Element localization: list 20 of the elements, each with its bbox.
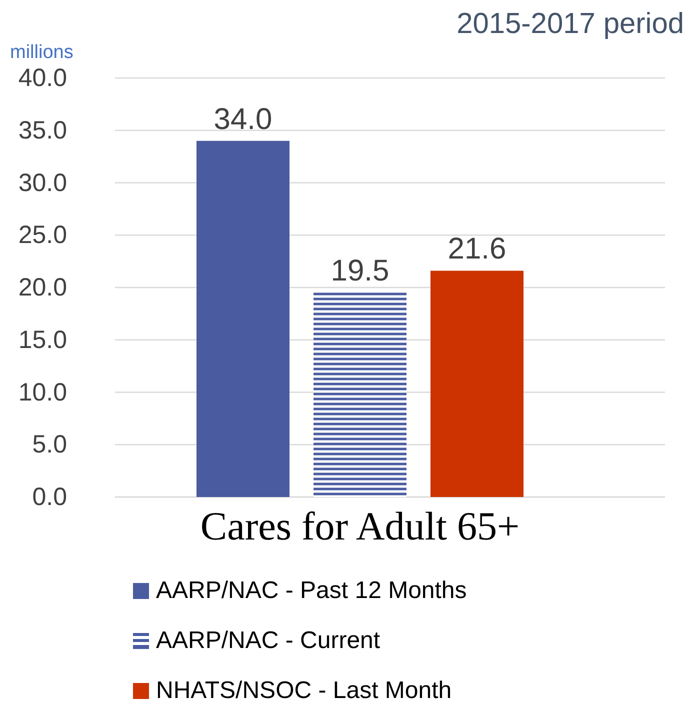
chart-title: 2015-2017 period	[456, 8, 684, 40]
bar	[196, 140, 290, 497]
x-tick-label: Cares for Adult 65+	[200, 503, 520, 548]
y-tick-label: 5.0	[32, 430, 67, 459]
y-tick-label: 30.0	[18, 168, 67, 197]
y-tick-label: 10.0	[18, 378, 67, 406]
bar	[430, 270, 524, 497]
y-tick-label: 25.0	[18, 221, 67, 250]
y-tick-label: 35.0	[18, 116, 67, 144]
y-tick-label: 0.0	[32, 483, 67, 511]
legend-label: AARP/NAC - Past 12 Months	[156, 577, 467, 604]
y-axis-title: millions	[10, 42, 74, 63]
data-label: 21.6	[448, 232, 506, 266]
legend-label: NHATS/NSOC - Last Month	[156, 677, 452, 704]
y-tick-label: 15.0	[18, 326, 67, 354]
data-label: 19.5	[330, 254, 390, 288]
legend-label: AARP/NAC - Current	[156, 627, 380, 654]
y-tick-label: 20.0	[18, 274, 67, 302]
data-label: 34.0	[214, 102, 272, 136]
y-tick-label: 40.0	[18, 64, 67, 92]
